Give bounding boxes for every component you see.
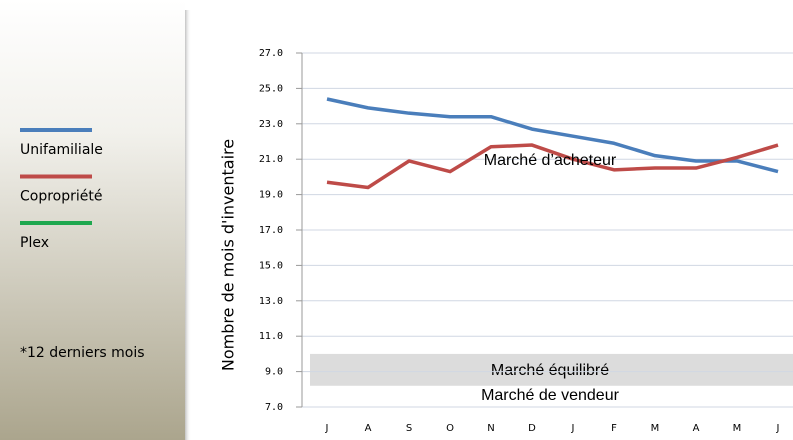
- band-label: Marché équilibré: [491, 362, 609, 379]
- y-tick-label: 9.0: [265, 367, 283, 378]
- side-panel: [0, 0, 185, 440]
- x-tick-label: A: [693, 423, 700, 434]
- legend-label: Unifamiliale: [20, 142, 103, 158]
- y-tick-label: 27.0: [259, 48, 283, 59]
- y-tick-label: 25.0: [259, 83, 283, 94]
- x-tick-label: J: [571, 423, 575, 434]
- y-tick-label: 15.0: [259, 260, 283, 271]
- note: *12 derniers mois: [20, 345, 145, 361]
- y-tick-label: 13.0: [259, 296, 283, 307]
- x-tick-label: F: [611, 423, 617, 434]
- y-tick-label: 11.0: [259, 331, 283, 342]
- series-line: [326, 97, 779, 174]
- series-line: [326, 143, 779, 190]
- x-tick-label: M: [651, 423, 660, 434]
- y-tick-label: 17.0: [259, 225, 283, 236]
- legend-label: Plex: [20, 235, 49, 251]
- legend-label: Copropriété: [20, 189, 103, 205]
- x-tick-label: J: [325, 423, 329, 434]
- x-tick-label: D: [528, 423, 536, 434]
- y-tick-label: 23.0: [259, 119, 283, 130]
- band: [310, 353, 793, 386]
- y-tick-label: 19.0: [259, 190, 283, 201]
- x-tick-label: J: [776, 423, 780, 434]
- x-tick-label: S: [406, 423, 412, 434]
- annotation: Marché d’acheteur: [484, 152, 617, 169]
- x-tick-label: N: [487, 423, 494, 434]
- x-tick-label: M: [733, 423, 742, 434]
- x-tick-label: O: [446, 423, 454, 434]
- y-tick-label: 7.0: [265, 402, 283, 413]
- y-axis-label: Nombre de mois d'inventaire: [219, 139, 238, 371]
- panel-shadow: [185, 10, 191, 440]
- x-tick-label: A: [365, 423, 372, 434]
- y-tick-label: 21.0: [259, 154, 283, 165]
- annotation: Marché de vendeur: [481, 387, 620, 404]
